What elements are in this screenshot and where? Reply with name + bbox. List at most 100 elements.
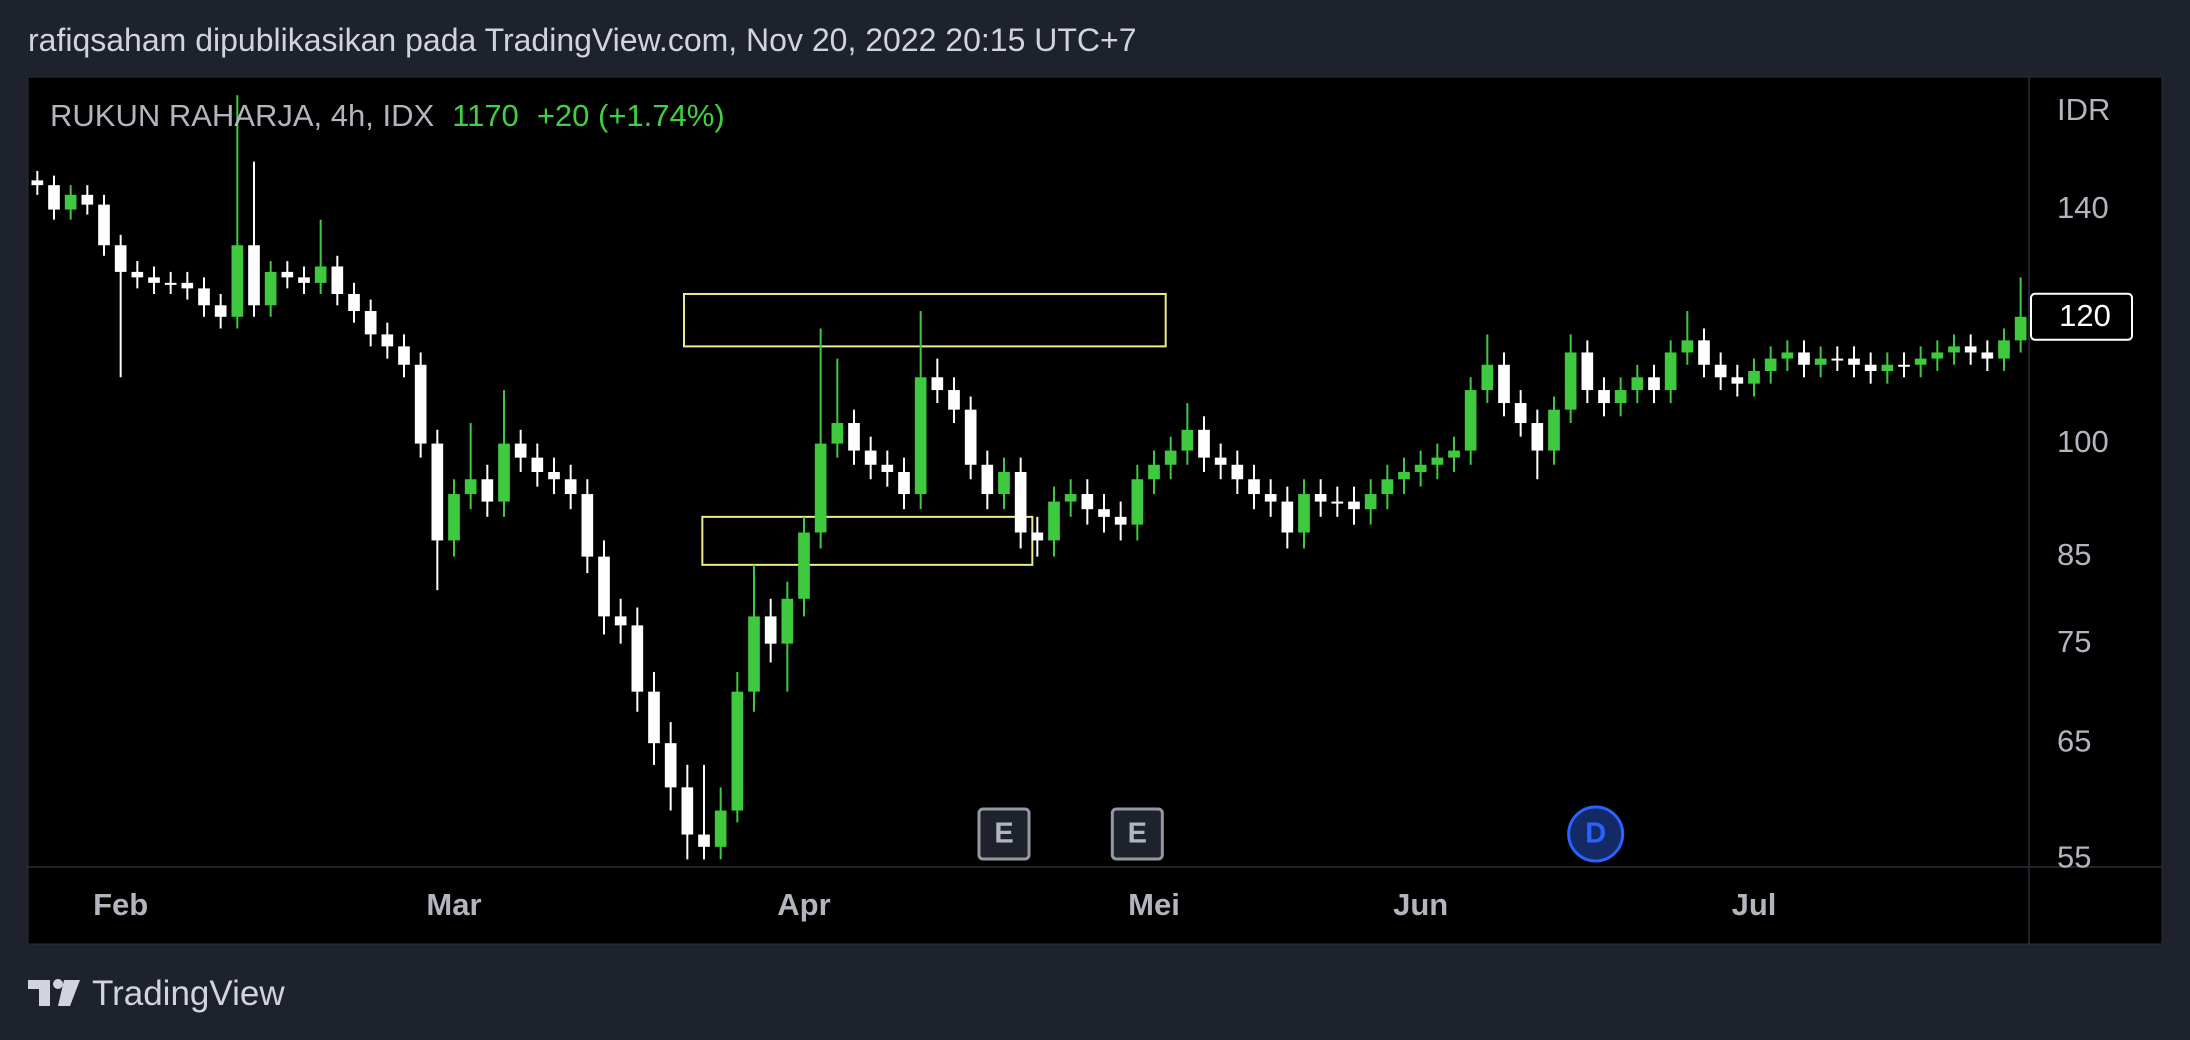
candle-body bbox=[464, 479, 477, 495]
candle-body bbox=[698, 834, 710, 847]
zone-box bbox=[683, 292, 1167, 348]
candle-body bbox=[964, 409, 977, 465]
candle-body bbox=[864, 450, 877, 465]
y-tick-label: 75 bbox=[2057, 624, 2091, 659]
candle-body bbox=[498, 443, 510, 502]
x-tick-label: Jun bbox=[1393, 887, 1448, 922]
candle-body bbox=[481, 479, 494, 502]
last-value: 1170 bbox=[452, 98, 519, 133]
candle-body bbox=[231, 245, 244, 317]
candle-body bbox=[1898, 364, 1910, 367]
candle-body bbox=[781, 598, 794, 644]
candle-body bbox=[181, 282, 194, 289]
candle-body bbox=[881, 464, 894, 472]
candle-body bbox=[164, 282, 177, 285]
candle-body bbox=[664, 743, 677, 788]
change: +20 (+1.74%) bbox=[536, 98, 725, 133]
candle-body bbox=[64, 194, 77, 210]
y-tick-label: 55 bbox=[2057, 840, 2091, 875]
candle-body bbox=[681, 787, 694, 835]
candle-body bbox=[1131, 479, 1144, 525]
candle-body bbox=[1948, 346, 1960, 353]
candle-body bbox=[1731, 377, 1744, 384]
candle-body bbox=[1814, 358, 1827, 365]
chart-panel bbox=[27, 76, 2163, 945]
x-tick-label: Mar bbox=[426, 887, 481, 922]
y-tick-label: 140 bbox=[2057, 190, 2109, 225]
candle-body bbox=[448, 494, 460, 541]
candle-body bbox=[1648, 377, 1660, 391]
candle-body bbox=[1998, 340, 2010, 359]
candle-body bbox=[1481, 364, 1494, 391]
earnings-label: E bbox=[994, 818, 1013, 850]
candle-body bbox=[1581, 352, 1594, 391]
candle-body bbox=[1464, 390, 1477, 451]
candle-body bbox=[931, 377, 944, 391]
candle-body bbox=[1281, 501, 1294, 533]
candle-body bbox=[914, 377, 927, 495]
publisher-line: rafiqsaham dipublikasikan pada TradingVi… bbox=[28, 22, 1137, 58]
candle-body bbox=[198, 288, 210, 306]
candle-body bbox=[548, 471, 560, 480]
candle-body bbox=[764, 616, 777, 644]
candle-body bbox=[1781, 352, 1794, 359]
brand: TradingView bbox=[92, 974, 285, 1013]
candle-body bbox=[1531, 423, 1544, 451]
candle-body bbox=[831, 423, 844, 444]
y-tick-label: 100 bbox=[2057, 424, 2109, 459]
candle-body bbox=[1831, 358, 1844, 361]
candle-body bbox=[248, 245, 260, 306]
candle-body bbox=[1631, 377, 1644, 391]
candle-body bbox=[1681, 340, 1694, 353]
candle-body bbox=[131, 271, 144, 278]
candle-body bbox=[1914, 358, 1927, 365]
candle-body bbox=[1314, 494, 1327, 502]
y-tick-label: 85 bbox=[2057, 537, 2091, 572]
tv-logo bbox=[28, 979, 80, 1006]
candle-body bbox=[314, 266, 327, 283]
earnings-label: E bbox=[1128, 818, 1147, 850]
candle-body bbox=[898, 471, 910, 495]
candle-body bbox=[1114, 516, 1127, 525]
candle-body bbox=[714, 810, 727, 847]
last-price-box bbox=[2030, 292, 2133, 341]
candle-body bbox=[348, 293, 360, 312]
dividend-marker bbox=[1567, 805, 1625, 863]
candle-body bbox=[1698, 340, 1710, 365]
candle-body bbox=[1498, 364, 1510, 404]
candle-body bbox=[1981, 352, 1994, 359]
candle-body bbox=[331, 266, 344, 294]
candle-body bbox=[564, 479, 577, 495]
last-price-label: 120 bbox=[2059, 298, 2111, 333]
candle-body bbox=[981, 464, 994, 495]
x-tick-label: Feb bbox=[93, 887, 148, 922]
candle-body bbox=[31, 180, 44, 186]
candle-body bbox=[398, 346, 410, 365]
symbol-legend: RUKUN RAHARJA, 4h, IDX 1170 +20 (+1.74%) bbox=[50, 98, 725, 134]
dividend-label: D bbox=[1585, 818, 1606, 850]
candle-body bbox=[1148, 464, 1160, 480]
candle-body bbox=[748, 616, 760, 692]
candle-body bbox=[1364, 494, 1377, 510]
symbol-title: RUKUN RAHARJA, 4h, IDX bbox=[50, 98, 435, 133]
candle-body bbox=[1964, 346, 1977, 353]
candle-body bbox=[848, 423, 860, 451]
candle-body bbox=[381, 334, 394, 347]
zone-box bbox=[701, 515, 1034, 566]
candle-body bbox=[1198, 429, 1210, 458]
candle-body bbox=[1264, 494, 1277, 502]
candle-body bbox=[948, 390, 960, 410]
candle-body bbox=[1298, 494, 1310, 533]
candle-body bbox=[598, 556, 610, 617]
candle-body bbox=[1048, 501, 1060, 541]
candle-body bbox=[731, 691, 744, 811]
candle-body bbox=[1248, 479, 1260, 495]
candle-body bbox=[1864, 364, 1877, 372]
candle-body bbox=[1081, 494, 1094, 510]
candle-body bbox=[1431, 457, 1444, 465]
zones bbox=[683, 292, 1167, 566]
candles bbox=[31, 95, 2027, 860]
candle-body bbox=[648, 691, 660, 744]
candle-body bbox=[1548, 409, 1560, 451]
